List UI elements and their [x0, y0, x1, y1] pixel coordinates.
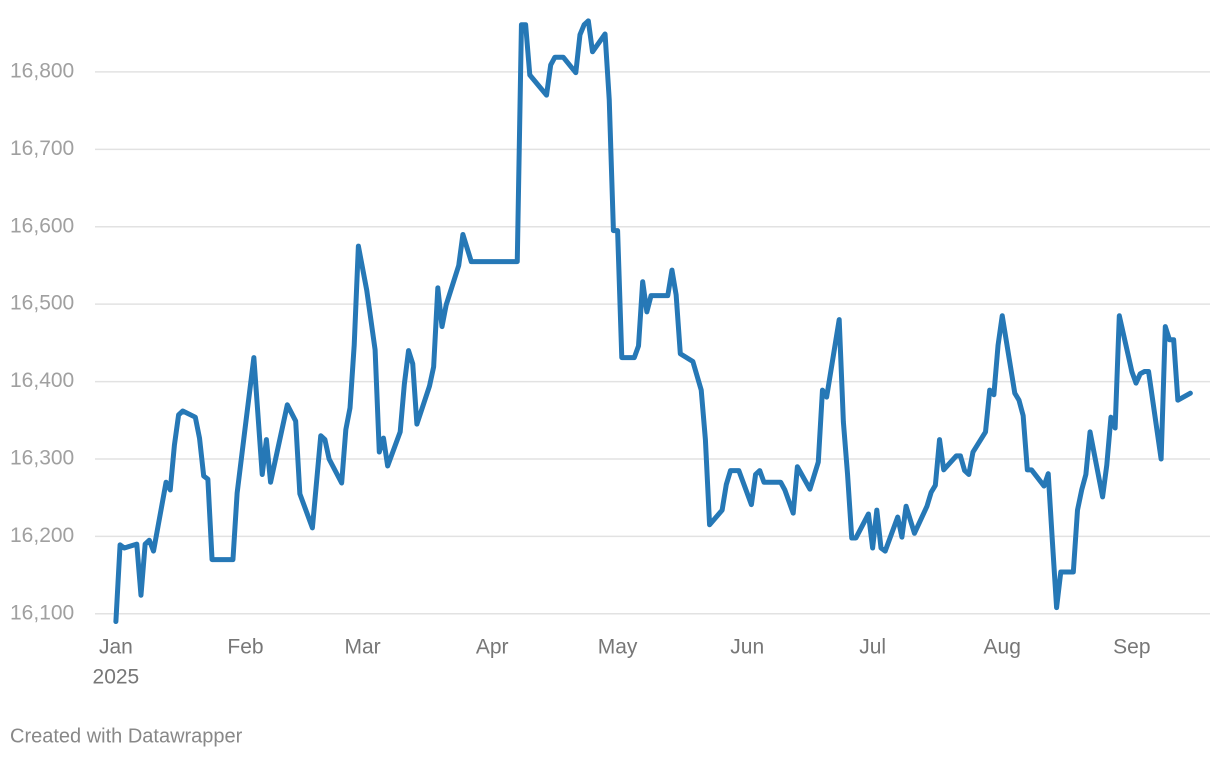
x-tick-label: Feb [227, 636, 263, 659]
y-tick-label: 16,100 [10, 601, 74, 624]
x-tick-label: Jun [730, 636, 764, 659]
x-tick-label: Aug [984, 636, 1021, 659]
line [113, 18, 1193, 625]
x-tick-label: Apr [476, 636, 509, 659]
x-tick-label: Mar [344, 636, 380, 659]
x-tick-label: Sep [1113, 636, 1150, 659]
y-tick-label: 16,500 [10, 292, 74, 315]
y-tick-label: 16,400 [10, 369, 74, 392]
y-tick-label: 16,300 [10, 447, 74, 470]
y-tick-label: 16,200 [10, 524, 74, 547]
y-tick-label: 16,800 [10, 59, 74, 82]
x-tick-label: Jul [859, 636, 886, 659]
y-tick-label: 16,600 [10, 214, 74, 237]
x-year-label: 2025 [93, 666, 140, 689]
y-tick-label: 16,700 [10, 137, 74, 160]
x-tick-label: May [598, 636, 638, 659]
x-tick-label: Jan [99, 636, 133, 659]
credit: Created with Datawrapper [10, 725, 243, 747]
